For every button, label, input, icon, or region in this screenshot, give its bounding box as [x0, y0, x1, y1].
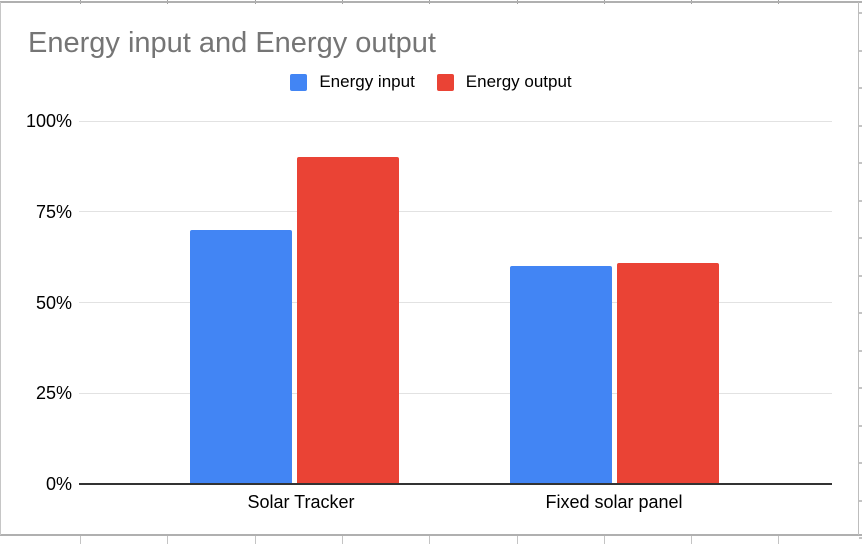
gridline-50: [79, 302, 832, 303]
spreadsheet-row-tick-right: [859, 237, 862, 239]
legend-label-energy-input: Energy input: [319, 72, 415, 91]
spreadsheet-row-tick-right: [859, 125, 862, 127]
gridline-25: [79, 392, 832, 394]
x-axis-label-solar-tracker: Solar Tracker: [247, 492, 355, 512]
chart-title[interactable]: Energy input and Energy output: [28, 27, 436, 59]
y-axis-label-100: 100%: [25, 111, 72, 131]
legend-swatch-energy-output: [436, 73, 454, 91]
spreadsheet-column-tick-bottom: [342, 536, 343, 544]
spreadsheet-column-tick-bottom: [691, 536, 692, 544]
spreadsheet-row-tick-right: [859, 462, 862, 464]
spreadsheet-column-tick-bottom: [80, 536, 81, 544]
spreadsheet-column-tick-bottom: [778, 536, 779, 544]
spreadsheet-row-tick-right: [859, 162, 862, 164]
spreadsheet-row-tick-right: [859, 387, 862, 389]
chart-frame-border-right: [858, 2, 859, 535]
legend-item-energy-output[interactable]: Energy output: [436, 72, 572, 91]
chart-frame-border-top: [0, 1, 862, 3]
gridline-75: [79, 211, 832, 213]
spreadsheet-column-tick-bottom: [517, 536, 518, 544]
y-axis-label-0: 0%: [45, 474, 72, 494]
bar-solar-tracker-energy-input[interactable]: [189, 229, 292, 484]
y-axis-label-50: 50%: [35, 292, 72, 313]
bar-fixed-solar-panel-energy-input[interactable]: [509, 266, 612, 484]
gridline-100: [79, 120, 832, 122]
x-axis-line: [79, 483, 832, 485]
spreadsheet-column-tick-bottom: [604, 536, 605, 544]
spreadsheet-row-tick-right: [859, 312, 862, 314]
bar-fixed-solar-panel-energy-output[interactable]: [616, 262, 719, 484]
y-axis-label-75: 75%: [35, 201, 72, 222]
spreadsheet-row-tick-right: [859, 200, 862, 202]
spreadsheet-row-tick-right: [859, 500, 862, 502]
legend-item-energy-input[interactable]: Energy input: [290, 72, 415, 91]
spreadsheet-row-tick-right: [859, 275, 862, 277]
chart-legend: Energy input Energy output: [0, 73, 862, 91]
spreadsheet-row-tick-right: [859, 350, 862, 352]
spreadsheet-row-tick-right: [859, 87, 862, 89]
spreadsheet-column-tick-bottom: [429, 536, 430, 544]
chart-frame-border-left: [0, 2, 1, 535]
spreadsheet-row-tick-right: [859, 537, 862, 539]
spreadsheet-row-tick-right: [859, 50, 862, 52]
bar-solar-tracker-energy-output[interactable]: [296, 157, 399, 484]
spreadsheet-row-tick-right: [859, 12, 862, 14]
legend-swatch-energy-input: [290, 73, 308, 91]
legend-label-energy-output: Energy output: [465, 72, 572, 91]
spreadsheet-column-tick-bottom: [167, 536, 168, 544]
y-axis-label-25: 25%: [35, 383, 72, 404]
chart-frame-border-bottom: [0, 534, 862, 536]
spreadsheet-row-tick-right: [859, 425, 862, 427]
spreadsheet-column-tick-bottom: [255, 536, 256, 544]
x-axis-label-fixed-solar-panel: Fixed solar panel: [545, 492, 683, 512]
